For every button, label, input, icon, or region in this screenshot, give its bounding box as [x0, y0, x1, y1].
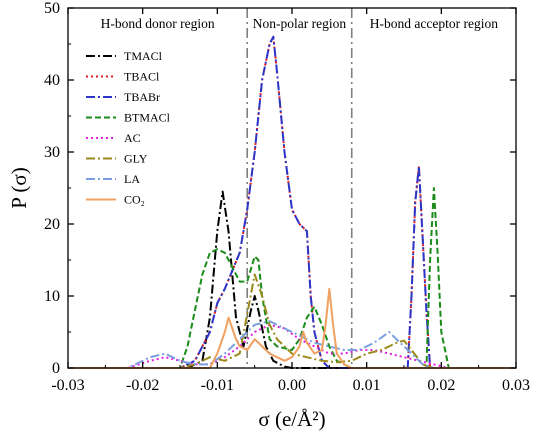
series-line-5: [68, 273, 516, 369]
legend-label-3: BTMACl: [124, 111, 171, 125]
legend-label-1: TBACl: [124, 70, 160, 84]
legend-label-7: CO₂: [124, 193, 145, 207]
series-line-6: [68, 320, 516, 369]
x-tick-label-6: 0.03: [502, 377, 530, 394]
x-axis-title: σ (e/Å²): [258, 407, 325, 431]
x-tick-label-3: 0.00: [278, 377, 306, 394]
region-label-0: H-bond donor region: [101, 16, 215, 31]
x-tick-label-0: -0.03: [51, 377, 84, 394]
legend-label-2: TBABr: [124, 90, 160, 104]
legend-label-5: GLY: [124, 152, 148, 166]
series-line-7: [68, 287, 516, 369]
series-line-0: [68, 190, 516, 369]
x-tick-label-4: 0.01: [353, 377, 381, 394]
series-line-2: [68, 35, 516, 369]
legend-label-6: LA: [124, 172, 140, 186]
y-tick-label-3: 30: [44, 144, 60, 161]
y-axis-title: P (σ): [7, 167, 31, 208]
y-tick-label-0: 0: [52, 360, 60, 377]
y-tick-label-1: 10: [44, 288, 60, 305]
region-label-2: H-bond acceptor region: [370, 16, 498, 31]
y-tick-label-2: 20: [44, 216, 60, 233]
legend-label-4: AC: [124, 131, 141, 145]
x-tick-label-1: -0.02: [126, 377, 159, 394]
y-tick-label-5: 50: [44, 0, 60, 17]
y-tick-label-4: 40: [44, 72, 60, 89]
legend-label-0: TMACl: [124, 49, 163, 63]
series-line-3: [68, 187, 516, 369]
region-label-1: Non-polar region: [253, 16, 347, 31]
x-tick-label-5: 0.02: [427, 377, 455, 394]
series-line-1: [68, 35, 516, 369]
x-tick-label-2: -0.01: [201, 377, 234, 394]
